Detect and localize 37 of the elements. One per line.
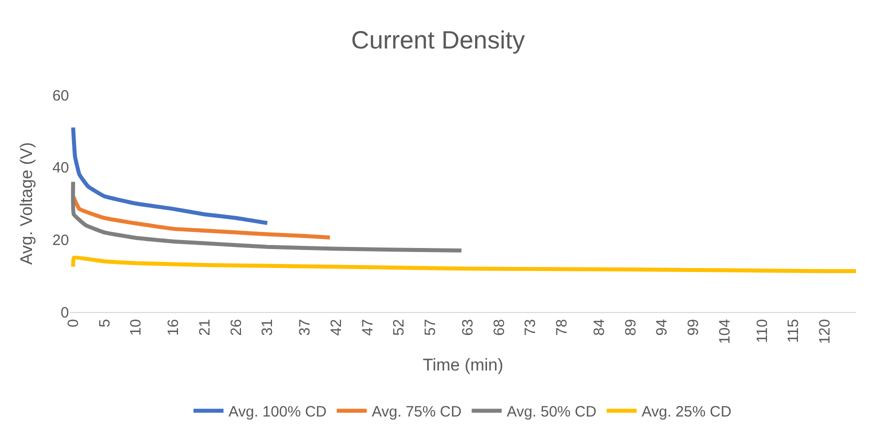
x-tick-label: 115 bbox=[785, 319, 802, 343]
x-tick-label: 68 bbox=[490, 319, 508, 336]
x-tick-label: 26 bbox=[228, 319, 245, 336]
x-tick-label: 94 bbox=[654, 319, 671, 336]
y-tick-label: 60 bbox=[52, 87, 69, 104]
x-tick-label: 21 bbox=[196, 319, 214, 336]
x-tick-label: 63 bbox=[460, 319, 477, 336]
y-axis-title: Avg. Voltage (V) bbox=[16, 142, 36, 265]
x-tick-label: 0 bbox=[65, 319, 82, 328]
x-tick-label: 42 bbox=[328, 319, 346, 336]
x-axis-title: Time (min) bbox=[422, 355, 504, 374]
x-tick-label: 84 bbox=[591, 319, 608, 336]
x-tick-label: 5 bbox=[96, 319, 114, 328]
x-tick-label: 99 bbox=[685, 319, 702, 336]
x-tick-label: 47 bbox=[359, 319, 376, 336]
line-series bbox=[71, 256, 856, 274]
x-tick-label: 120 bbox=[816, 319, 834, 344]
line-series bbox=[71, 180, 464, 253]
legend-label: Avg. 100% CD bbox=[228, 404, 327, 421]
legend-label: Avg. 75% CD bbox=[372, 404, 462, 421]
x-tick-label: 73 bbox=[522, 319, 540, 336]
line-series bbox=[71, 126, 270, 226]
y-tick-label: 40 bbox=[52, 160, 69, 177]
legend-label: Avg. 25% CD bbox=[642, 404, 732, 421]
x-tick-label: 89 bbox=[622, 319, 640, 336]
x-tick-label: 57 bbox=[422, 319, 439, 336]
x-tick-label: 16 bbox=[165, 319, 182, 336]
x-tick-label: 31 bbox=[259, 319, 276, 336]
x-tick-label: 110 bbox=[754, 319, 771, 343]
y-tick-label: 20 bbox=[52, 232, 69, 249]
x-tick-label: 78 bbox=[554, 319, 571, 336]
chart-title: Current Density bbox=[351, 26, 526, 54]
legend-label: Avg. 50% CD bbox=[506, 404, 597, 421]
x-tick-label: 52 bbox=[390, 319, 408, 336]
x-tick-label: 37 bbox=[296, 319, 314, 336]
x-tick-label: 10 bbox=[128, 319, 145, 336]
x-tick-label: 104 bbox=[716, 319, 734, 344]
